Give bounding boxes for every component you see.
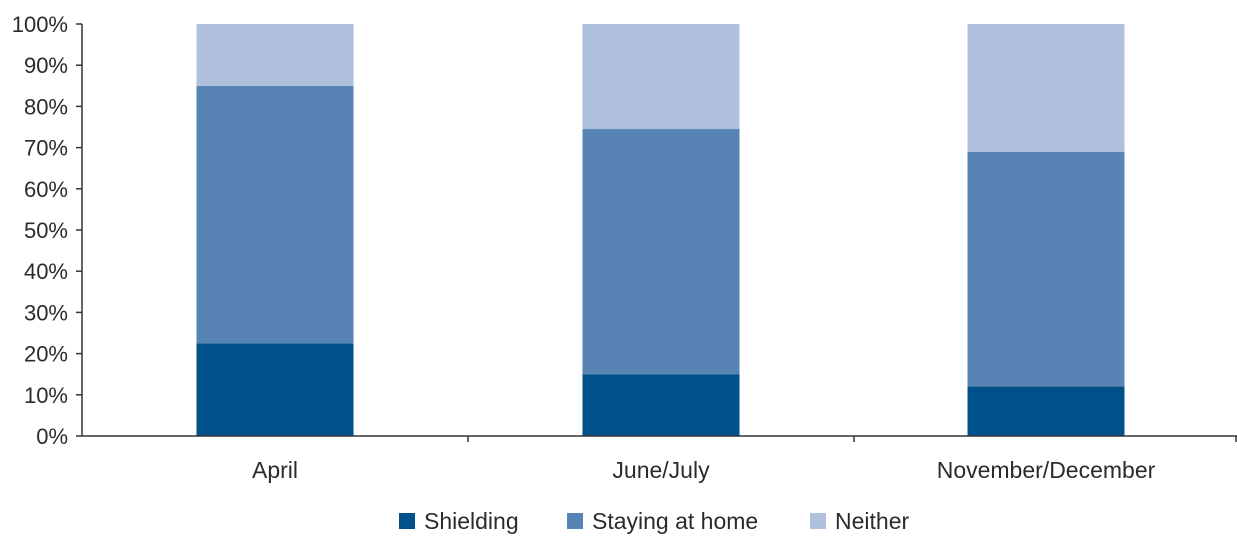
x-tick-label: November/December: [937, 457, 1156, 483]
y-tick-label: 90%: [24, 53, 68, 78]
y-tick-label: 70%: [24, 136, 68, 161]
bar-april-neither: [196, 24, 354, 86]
bars: [196, 24, 1125, 436]
bar-june-july-neither: [582, 24, 740, 130]
y-tick-label: 20%: [24, 342, 68, 367]
bar-november-december-staying-at-home: [967, 151, 1125, 387]
bar-june-july-staying-at-home: [582, 129, 740, 375]
legend-label: Staying at home: [592, 508, 758, 534]
y-tick-label: 30%: [24, 300, 68, 325]
legend-label: Shielding: [424, 508, 519, 534]
y-tick-label: 60%: [24, 177, 68, 202]
x-tick-label: April: [252, 457, 298, 483]
axes: [76, 23, 1237, 442]
y-tick-label: 100%: [12, 12, 68, 37]
legend-label: Neither: [835, 508, 909, 534]
y-tick-label: 50%: [24, 218, 68, 243]
legend: Shielding Staying at home Neither: [399, 508, 909, 534]
x-tick-label: June/July: [612, 457, 710, 483]
x-axis: April June/July November/December: [252, 457, 1156, 483]
y-tick-label: 40%: [24, 259, 68, 284]
y-axis: 0% 10% 20% 30% 40% 50% 60% 70% 80% 90% 100%: [12, 12, 68, 449]
y-tick-label: 80%: [24, 94, 68, 119]
bar-november-december-shielding: [967, 386, 1125, 436]
bar-november-december-neither: [967, 24, 1125, 152]
legend-swatch: [399, 513, 415, 529]
bar-april-staying-at-home: [196, 85, 354, 344]
bar-june-july-shielding: [582, 374, 740, 436]
bar-april-shielding: [196, 343, 354, 436]
y-tick-label: 10%: [24, 383, 68, 408]
y-tick-label: 0%: [36, 424, 68, 449]
legend-swatch: [810, 513, 826, 529]
legend-swatch: [567, 513, 583, 529]
